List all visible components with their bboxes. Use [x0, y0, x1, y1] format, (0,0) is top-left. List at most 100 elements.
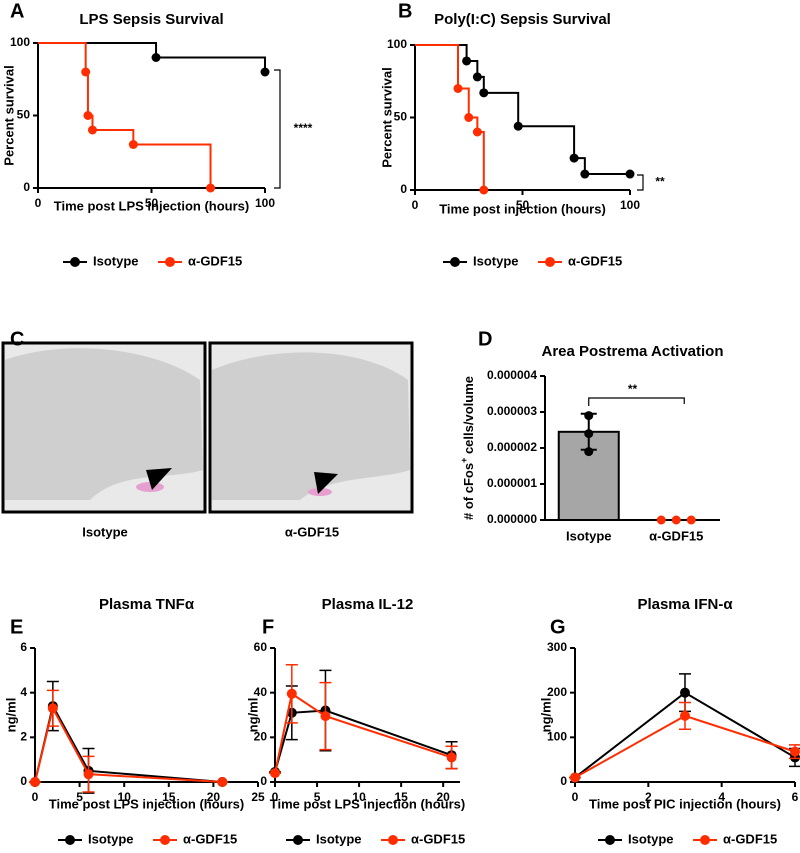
event-marker — [151, 53, 161, 62]
panel-letter: F — [262, 616, 274, 638]
x-tick-label: 0 — [272, 790, 279, 804]
x-axis-label: Time post LPS injection (hours) — [270, 796, 466, 811]
y-tick-label: 50 — [17, 108, 31, 122]
significance-bracket — [588, 397, 685, 406]
line — [34, 703, 223, 783]
data-point — [570, 772, 580, 783]
event-marker — [479, 185, 489, 195]
x-axis-label: Time post LPS injection (hours) — [49, 796, 245, 811]
panel-letter: D — [478, 328, 492, 350]
chart-title: Poly(I:C) Sepsis Survival — [434, 11, 611, 28]
x-tick-label: 15 — [162, 790, 176, 804]
data-point — [83, 769, 94, 780]
legend-marker — [160, 835, 170, 845]
data-point — [584, 429, 594, 439]
x-tick-label: 100 — [620, 198, 640, 212]
event-marker — [260, 67, 270, 77]
legend-marker — [605, 835, 615, 845]
y-tick-label: 0.000003 — [487, 404, 537, 418]
legend-label: α-GDF15 — [568, 253, 622, 268]
legend-marker — [293, 835, 303, 845]
y-tick-label: 4 — [20, 685, 27, 699]
x-tick-label: 20 — [207, 790, 221, 804]
legend-label: Isotype — [88, 831, 134, 846]
x-tick-label: 50 — [145, 196, 159, 210]
y-axis-label-part: + — [459, 458, 469, 463]
data-point — [686, 515, 696, 525]
y-tick-label: 0 — [560, 774, 567, 788]
event-marker — [472, 127, 482, 137]
significance-bracket — [274, 69, 281, 189]
data-point — [286, 688, 297, 699]
legend-marker — [700, 835, 710, 845]
y-axis-label: # of cFos+ cells/volume — [459, 376, 476, 520]
legend-marker — [70, 257, 80, 267]
event-marker — [569, 153, 579, 163]
image-label: α-GDF15 — [285, 524, 339, 539]
y-tick-label: 2 — [20, 730, 27, 744]
chart-title: Plasma TNFα — [99, 596, 195, 613]
significance-bracket — [637, 174, 644, 191]
line — [274, 692, 452, 774]
legend-label: Isotype — [473, 253, 519, 268]
event-marker — [580, 169, 590, 179]
data-point — [680, 687, 690, 698]
y-axis-label: Percent survival — [1, 65, 16, 165]
event-marker — [453, 84, 463, 93]
event-marker — [462, 56, 472, 66]
chart-title: LPS Sepsis Survival — [79, 11, 223, 28]
y-tick-label: 200 — [547, 685, 567, 699]
y-axis-label-part: cells/volume — [461, 376, 476, 458]
y-tick-label: 0 — [400, 182, 407, 196]
y-axis-label-part: # of cFos — [461, 463, 476, 520]
stain — [136, 482, 164, 492]
legend-label: α-GDF15 — [183, 831, 237, 846]
event-marker — [479, 88, 489, 98]
x-tick-label: 50 — [516, 198, 530, 212]
x-tick-label: 15 — [394, 790, 408, 804]
line — [274, 709, 452, 773]
event-marker — [625, 169, 635, 179]
data-point — [584, 411, 594, 421]
panel-letter: A — [10, 0, 24, 22]
panel-letter: C — [10, 328, 24, 350]
x-axis-label: Time post PIC injection (hours) — [589, 796, 781, 811]
chart-title: Area Postrema Activation — [541, 343, 723, 360]
legend-marker — [65, 835, 75, 845]
x-tick-label: 100 — [255, 196, 275, 210]
survival-curve — [415, 44, 630, 176]
y-axis-label: ng/ml — [538, 698, 553, 733]
legend-label: Isotype — [316, 831, 362, 846]
legend-label: Isotype — [628, 831, 674, 846]
legend-label: α-GDF15 — [411, 831, 465, 846]
data-point — [217, 777, 228, 787]
annotation: ** — [655, 175, 665, 189]
legend-label: α-GDF15 — [188, 253, 242, 268]
legend-marker — [545, 257, 555, 267]
x-tick-label: 0 — [35, 196, 42, 210]
data-point — [680, 710, 690, 721]
annotation: ** — [628, 382, 638, 396]
legend-label: α-GDF15 — [723, 831, 777, 846]
event-marker — [81, 67, 91, 77]
brain-section — [5, 348, 203, 500]
data-point — [30, 777, 40, 787]
survival-curve — [38, 42, 266, 72]
legend-marker — [388, 835, 398, 845]
x-tick-label: 10 — [352, 790, 366, 804]
arrow — [314, 472, 338, 494]
survival-curve — [38, 42, 212, 188]
arrow — [146, 468, 172, 490]
event-marker — [464, 113, 474, 122]
x-axis-label: Time post LPS injection (hours) — [54, 198, 250, 213]
x-tick-label: 2 — [645, 790, 652, 804]
data-point — [270, 768, 280, 779]
brain-section — [212, 352, 410, 500]
panel-letter: B — [398, 0, 412, 22]
survival-curve — [415, 44, 485, 190]
y-tick-label: 100 — [547, 730, 567, 744]
x-tick-label: 5 — [314, 790, 321, 804]
y-tick-label: 20 — [254, 730, 268, 744]
y-tick-label: 50 — [394, 110, 408, 124]
